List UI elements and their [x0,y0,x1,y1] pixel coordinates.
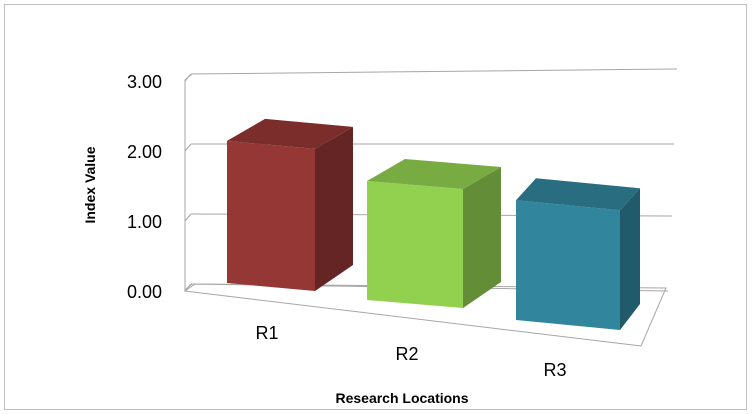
chart-area: 0.00 1.00 2.00 3.00 R1 R2 R3 Index Value Rese… [4,4,747,410]
bar-side-face [463,167,501,308]
floor [183,283,667,347]
x-axis-title: Research Locations [335,390,468,406]
gridline-side [184,283,192,292]
bar-side-face [620,188,640,330]
x-tick-label: R1 [255,323,278,343]
gridline-side [184,143,192,152]
x-tick-label: R2 [395,344,418,364]
y-tick-label: 0.00 [127,282,162,302]
gridline-side [184,213,192,222]
y-tick-label: 1.00 [127,212,162,232]
bar-side-face [315,126,353,292]
bar-chart: 0.00 1.00 2.00 3.00 R1 R2 R3 Index Value Rese… [82,68,678,406]
bar-top-face [516,178,640,211]
bar-front-face [367,181,463,308]
bar-r2 [367,159,501,308]
y-tick-labels: 0.00 1.00 2.00 3.00 [127,72,162,302]
bar-top-face [367,159,501,189]
side-wall [184,73,193,292]
bar-r3 [516,178,640,330]
bar-top-face [227,118,353,149]
bars [227,118,640,330]
y-tick-label: 2.00 [127,142,162,162]
bar-front-face [227,140,315,291]
gridline [190,68,678,75]
y-axis-title: Index Value [82,146,98,223]
bar-front-face [516,200,620,330]
gridline-side [184,73,192,82]
bar-r1 [227,118,353,292]
x-tick-label: R3 [543,360,566,380]
y-tick-label: 3.00 [127,72,162,92]
x-tick-labels: R1 R2 R3 [255,323,566,380]
